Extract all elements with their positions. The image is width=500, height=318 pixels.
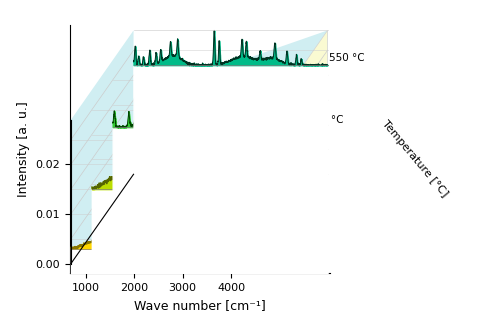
Text: 400 °C: 400 °C	[308, 115, 344, 125]
X-axis label: Wave number [cm⁻¹]: Wave number [cm⁻¹]	[134, 299, 266, 312]
Polygon shape	[71, 31, 134, 264]
Y-axis label: Intensity [a. u.]: Intensity [a. u.]	[17, 101, 30, 197]
Text: Temperature [°C]: Temperature [°C]	[380, 119, 450, 199]
Text: 550 °C: 550 °C	[329, 53, 364, 63]
Polygon shape	[265, 31, 328, 264]
Text: 100 °C: 100 °C	[266, 237, 302, 247]
Polygon shape	[71, 31, 328, 264]
Text: 270 °C: 270 °C	[288, 177, 323, 187]
